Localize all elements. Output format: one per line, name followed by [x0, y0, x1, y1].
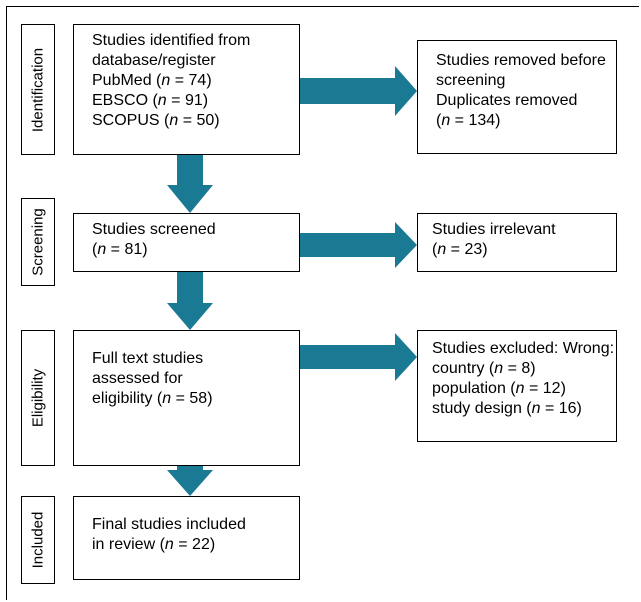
stage-screening: Screening: [21, 198, 55, 286]
diagram-frame: [6, 6, 639, 600]
arrow-fulltext-to-included: [167, 466, 213, 496]
fulltext-count: eligibility (n = 58): [92, 390, 213, 407]
pubmed-count: PubMed (n = 74): [92, 72, 212, 89]
arrow-identified-to-removed: [300, 66, 417, 116]
stage-eligibility: Eligibility: [21, 330, 55, 466]
identified-line2: database/register: [92, 52, 216, 69]
ebsco-count: EBSCO (n = 91): [92, 92, 209, 109]
irrelevant-count: (n = 23): [432, 241, 488, 258]
removed-line3: Duplicates removed: [436, 92, 578, 109]
screened-line1: Studies screened: [92, 221, 216, 238]
arrow-screened-to-fulltext: [167, 272, 213, 330]
excluded-box: Studies excluded: Wrong: country (n = 8)…: [417, 330, 617, 442]
arrow-identified-to-screened: [167, 155, 213, 213]
included-count: in review (n = 22): [92, 536, 216, 553]
irrelevant-box: Studies irrelevant (n = 23): [417, 213, 617, 272]
arrow-fulltext-to-excluded: [300, 333, 417, 381]
stage-included: Included: [21, 496, 55, 584]
removed-count: (n = 134): [436, 112, 501, 129]
removed-line1: Studies removed before: [436, 52, 606, 69]
stage-identification: Identification: [21, 24, 55, 155]
excluded-population: population (n = 12): [432, 380, 566, 397]
fulltext-box: Full text studies assessed for eligibili…: [73, 330, 300, 466]
removed-box: Studies removed before screening Duplica…: [417, 40, 617, 154]
identified-line1: Studies identified from: [92, 32, 251, 49]
excluded-line1: Studies excluded: Wrong:: [432, 340, 615, 357]
included-line1: Final studies included: [92, 516, 246, 533]
screened-box: Studies screened (n = 81): [73, 213, 300, 272]
irrelevant-line1: Studies irrelevant: [432, 221, 556, 238]
screened-count: (n = 81): [92, 241, 148, 258]
included-box: Final studies included in review (n = 22…: [73, 496, 300, 580]
removed-line2: screening: [436, 72, 506, 89]
scopus-count: SCOPUS (n = 50): [92, 112, 220, 129]
fulltext-line1: Full text studies: [92, 350, 204, 367]
excluded-country: country (n = 8): [432, 360, 536, 377]
fulltext-line2: assessed for: [92, 370, 183, 387]
arrow-screened-to-irrelevant: [300, 222, 417, 268]
excluded-design: study design (n = 16): [432, 400, 582, 417]
identified-box: Studies identified from database/registe…: [73, 24, 300, 155]
